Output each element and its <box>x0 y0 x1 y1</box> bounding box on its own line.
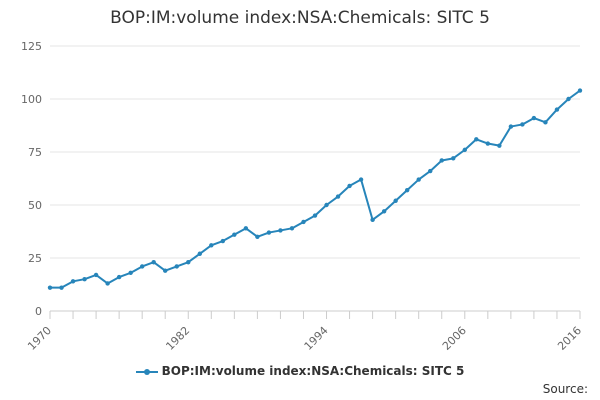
y-tick-label: 50 <box>28 199 42 212</box>
data-point[interactable] <box>439 158 444 163</box>
data-point[interactable] <box>151 260 156 265</box>
data-point[interactable] <box>554 107 560 112</box>
data-point[interactable] <box>266 230 272 235</box>
source-credit[interactable]: Source: <box>542 382 588 396</box>
data-point[interactable] <box>381 209 387 214</box>
data-point[interactable] <box>174 264 179 269</box>
chart-title: BOP:IM:volume index:NSA:Chemicals: SITC … <box>110 8 490 28</box>
data-point[interactable] <box>520 122 525 127</box>
data-point[interactable] <box>577 88 583 93</box>
y-tick-label: 0 <box>35 305 42 318</box>
data-point[interactable] <box>70 279 76 284</box>
data-point[interactable] <box>324 202 329 208</box>
data-point[interactable] <box>543 120 548 125</box>
data-point[interactable] <box>232 232 237 237</box>
data-point[interactable] <box>404 187 410 193</box>
data-point[interactable] <box>335 194 341 199</box>
data-point[interactable] <box>451 156 456 161</box>
data-point[interactable] <box>497 143 502 148</box>
data-point[interactable] <box>289 226 295 231</box>
data-point[interactable] <box>163 268 168 273</box>
data-point[interactable] <box>243 226 249 231</box>
data-point[interactable] <box>93 272 99 278</box>
data-point[interactable] <box>531 115 537 121</box>
y-tick-label: 100 <box>21 93 42 106</box>
y-tick-label: 125 <box>21 40 42 53</box>
data-point[interactable] <box>508 124 514 129</box>
grid-layer <box>50 45 580 312</box>
y-tick-label: 25 <box>28 252 42 265</box>
data-point[interactable] <box>312 213 318 218</box>
data-point[interactable] <box>566 96 571 102</box>
data-point[interactable] <box>105 281 110 286</box>
x-tick-label: 1970 <box>25 324 54 353</box>
series-layer <box>47 88 583 290</box>
data-point[interactable] <box>255 234 260 239</box>
data-point[interactable] <box>485 141 491 146</box>
data-point[interactable] <box>347 183 352 189</box>
data-point[interactable] <box>59 285 64 290</box>
data-point[interactable] <box>186 260 191 265</box>
x-tick-label: 1982 <box>163 324 192 353</box>
data-point[interactable] <box>278 228 283 233</box>
data-point[interactable] <box>139 264 145 269</box>
data-point[interactable] <box>220 238 226 244</box>
legend-swatch-icon <box>135 367 158 377</box>
data-point[interactable] <box>47 285 53 290</box>
data-point[interactable] <box>370 217 375 223</box>
data-point[interactable] <box>301 219 306 225</box>
data-point[interactable] <box>428 168 433 174</box>
axis-layer <box>49 311 581 319</box>
label-layer: 0 25 50 75 100 125 1970 1982 1994 2006 2016 <box>21 40 584 353</box>
data-point[interactable] <box>462 147 467 153</box>
x-tick-label: 2016 <box>555 324 584 353</box>
data-point[interactable] <box>393 198 398 203</box>
x-tick-label: 1994 <box>302 324 331 353</box>
data-point[interactable] <box>474 137 479 142</box>
data-point[interactable] <box>116 274 122 280</box>
y-tick-label: 75 <box>28 146 42 159</box>
data-point[interactable] <box>128 270 133 276</box>
legend[interactable]: BOP:IM:volume index:NSA:Chemicals: SITC … <box>0 364 600 378</box>
data-point[interactable] <box>358 177 364 182</box>
data-point[interactable] <box>82 277 87 282</box>
data-point[interactable] <box>209 243 214 248</box>
data-point[interactable] <box>416 177 421 182</box>
data-point[interactable] <box>197 251 202 256</box>
legend-label: BOP:IM:volume index:NSA:Chemicals: SITC … <box>161 364 465 378</box>
x-tick-label: 2006 <box>440 324 469 353</box>
